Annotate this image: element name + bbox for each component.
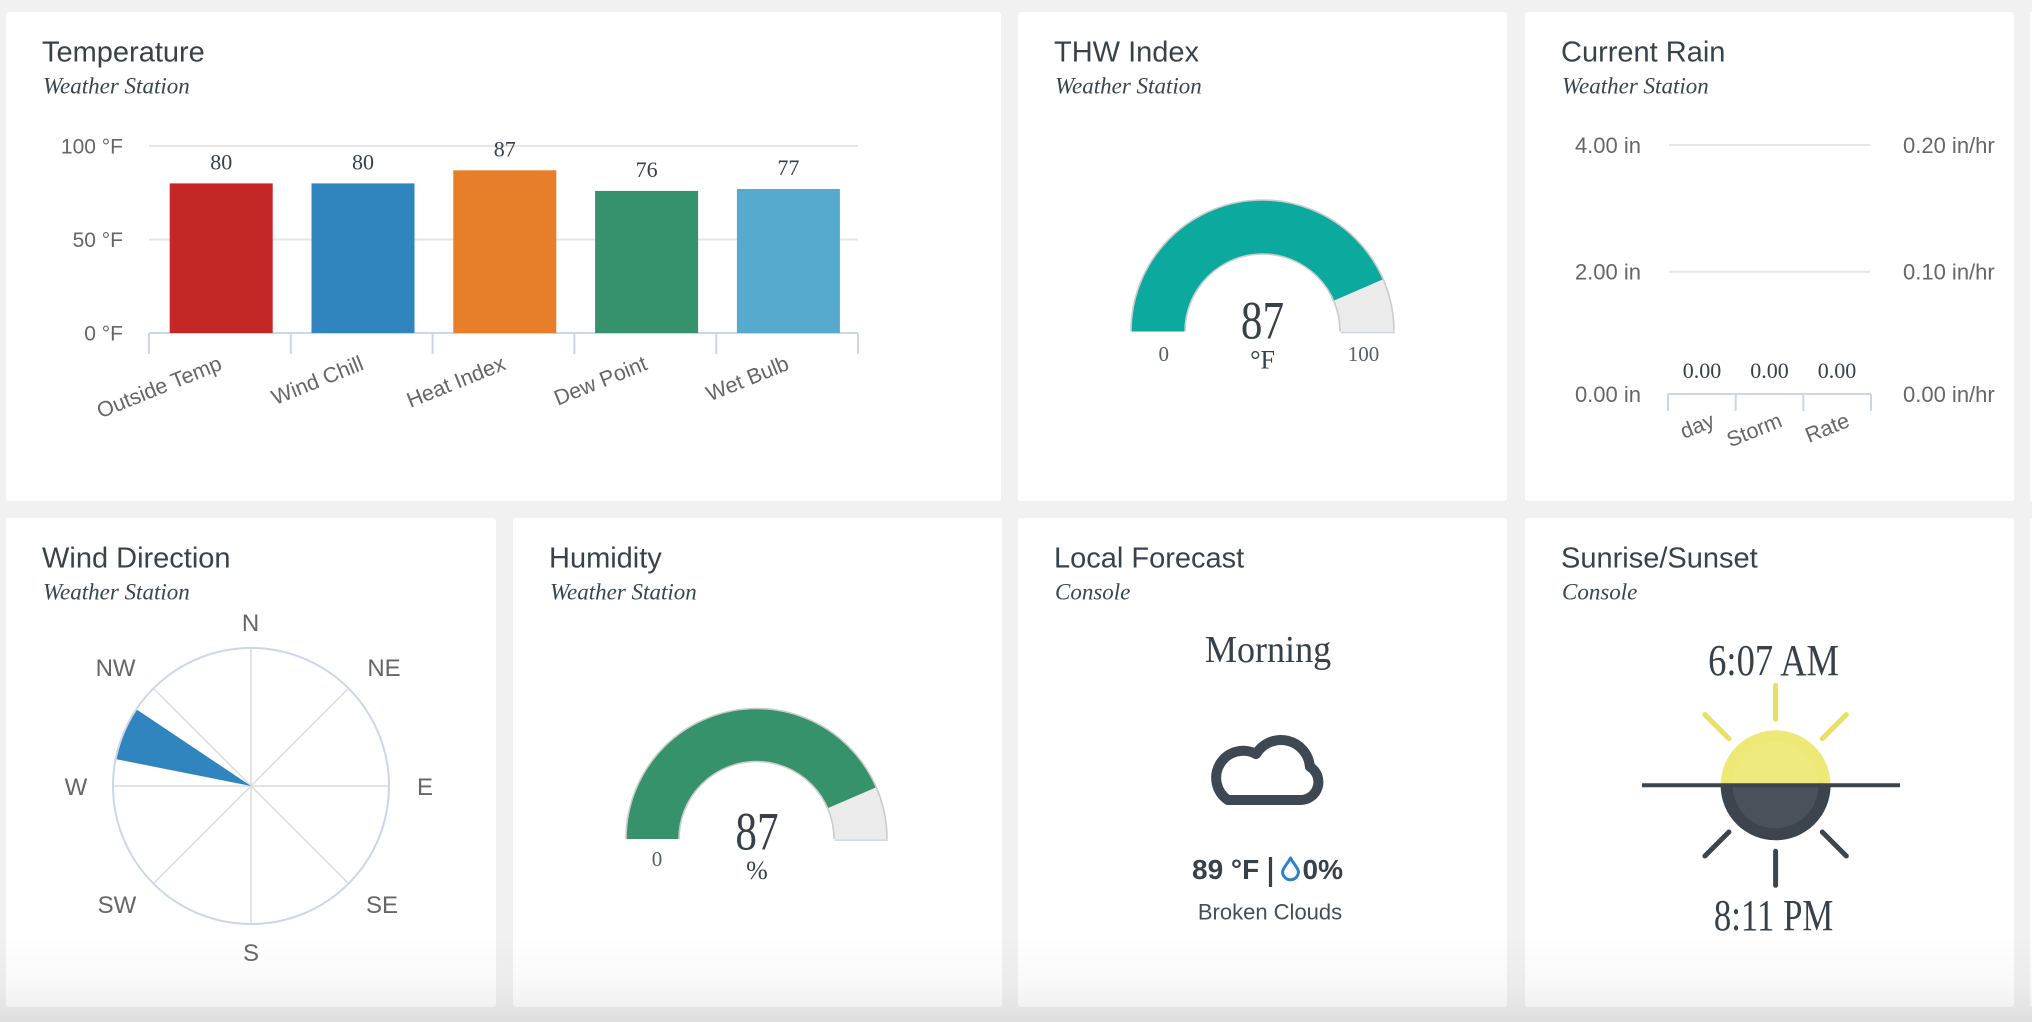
svg-text:0 °F: 0 °F: [84, 323, 123, 346]
svg-text:%: %: [746, 856, 768, 885]
svg-text:89 °F: 89 °F: [1192, 854, 1259, 885]
svg-text:Console: Console: [1562, 580, 1637, 605]
svg-text:100: 100: [1348, 342, 1380, 366]
svg-text:°F: °F: [1250, 346, 1275, 375]
svg-text:Weather Station: Weather Station: [550, 580, 697, 605]
svg-text:Wind Direction: Wind Direction: [42, 543, 231, 575]
svg-text:Sunrise/Sunset: Sunrise/Sunset: [1561, 543, 1758, 575]
svg-text:Weather Station: Weather Station: [43, 580, 190, 605]
svg-text:Humidity: Humidity: [549, 543, 662, 575]
svg-text:Local Forecast: Local Forecast: [1054, 543, 1244, 575]
svg-text:Current Rain: Current Rain: [1561, 37, 1725, 69]
svg-text:THW Index: THW Index: [1054, 37, 1200, 69]
svg-text:Morning: Morning: [1205, 629, 1331, 671]
svg-text:76: 76: [636, 157, 658, 182]
svg-text:S: S: [243, 940, 259, 967]
svg-text:0.00 in: 0.00 in: [1575, 382, 1641, 407]
svg-text:0.00 in/hr: 0.00 in/hr: [1903, 382, 1995, 407]
svg-text:Weather Station: Weather Station: [1055, 74, 1202, 99]
svg-text:0.00: 0.00: [1750, 358, 1789, 383]
svg-text:0.10 in/hr: 0.10 in/hr: [1903, 260, 1995, 285]
svg-text:SW: SW: [98, 892, 137, 919]
svg-text:2.00 in: 2.00 in: [1575, 260, 1641, 285]
svg-text:6:07 AM: 6:07 AM: [1708, 636, 1839, 685]
svg-text:80: 80: [210, 149, 232, 174]
svg-text:50 °F: 50 °F: [73, 229, 123, 252]
svg-text:Console: Console: [1055, 580, 1130, 605]
svg-text:0.20 in/hr: 0.20 in/hr: [1903, 133, 1995, 158]
svg-text:77: 77: [777, 155, 799, 180]
svg-text:4.00 in: 4.00 in: [1575, 133, 1641, 158]
svg-text:0.00: 0.00: [1818, 358, 1857, 383]
svg-text:0: 0: [652, 847, 663, 871]
svg-text:SE: SE: [366, 892, 398, 919]
svg-text:0.00: 0.00: [1683, 358, 1722, 383]
svg-text:80: 80: [352, 149, 374, 174]
svg-text:87: 87: [1241, 290, 1284, 351]
svg-text:8:11 PM: 8:11 PM: [1714, 891, 1833, 940]
svg-text:N: N: [242, 610, 259, 637]
svg-text:E: E: [417, 774, 433, 801]
svg-text:Weather Station: Weather Station: [1562, 74, 1709, 99]
svg-text:NE: NE: [367, 655, 400, 682]
svg-text:100 °F: 100 °F: [61, 136, 123, 159]
svg-text:Temperature: Temperature: [42, 37, 205, 69]
svg-text:Broken Clouds: Broken Clouds: [1198, 900, 1342, 925]
svg-text:Weather Station: Weather Station: [43, 74, 190, 99]
svg-text:87: 87: [735, 801, 778, 862]
svg-text:NW: NW: [96, 655, 136, 682]
svg-text:87: 87: [494, 136, 516, 161]
svg-text:0: 0: [1158, 342, 1169, 366]
svg-text:W: W: [65, 774, 88, 801]
svg-text:0%: 0%: [1303, 854, 1344, 885]
